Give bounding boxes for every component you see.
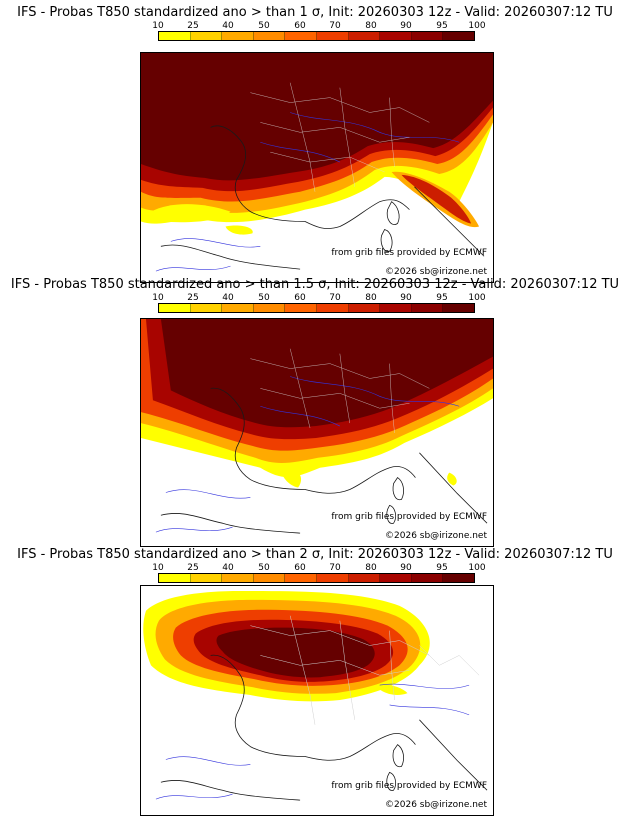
- scale-swatch: [190, 304, 223, 312]
- scale-label: 60: [294, 563, 306, 573]
- scale-swatch: [285, 574, 317, 582]
- rivers-and-borders: [155, 112, 460, 272]
- scale-label: 25: [187, 293, 199, 303]
- admin-borders: [250, 615, 480, 725]
- probability-map: from grib files provided by ECMWF ©2026 …: [140, 585, 494, 816]
- data-source-credit: from grib files provided by ECMWF: [331, 248, 487, 258]
- scale-label: 25: [187, 21, 199, 31]
- data-source-credit: from grib files provided by ECMWF: [331, 512, 487, 522]
- scale-label: 80: [365, 293, 377, 303]
- admin-borders: [250, 348, 430, 434]
- scale-label: 50: [258, 293, 270, 303]
- scale-label: 25: [187, 563, 199, 573]
- probability-field: [141, 53, 493, 235]
- scale-label: 90: [400, 21, 412, 31]
- copyright-notice: ©2026 sb@irizone.net: [385, 800, 487, 810]
- scale-swatch: [316, 304, 349, 312]
- scale-label: 70: [329, 293, 341, 303]
- scale-swatch: [222, 304, 254, 312]
- probability-map: from grib files provided by ECMWF ©2026 …: [140, 318, 494, 547]
- scale-label: 95: [436, 563, 448, 573]
- rivers-and-borders: [155, 376, 460, 533]
- copyright-notice: ©2026 sb@irizone.net: [385, 531, 487, 541]
- panel-title: IFS - Probas T850 standardized ano > tha…: [10, 277, 620, 292]
- map-panel-2-sigma: IFS - Probas T850 standardized ano > tha…: [0, 547, 630, 817]
- scale-label: 90: [400, 293, 412, 303]
- scale-swatch: [159, 32, 191, 40]
- scale-label: 40: [222, 563, 234, 573]
- scale-swatch: [190, 32, 223, 40]
- scale-swatch: [285, 304, 317, 312]
- scale-label: 50: [258, 563, 270, 573]
- scale-label: 10: [152, 563, 164, 573]
- scale-label: 70: [329, 563, 341, 573]
- scale-swatch: [443, 32, 474, 40]
- scale-swatch: [159, 574, 191, 582]
- scale-swatch: [411, 32, 444, 40]
- coastlines: [160, 654, 488, 801]
- scale-label: 60: [294, 293, 306, 303]
- scale-swatch: [411, 574, 444, 582]
- coastlines: [160, 125, 485, 270]
- probability-field: [143, 590, 430, 702]
- scale-label: 80: [365, 21, 377, 31]
- map-graphic: [141, 319, 493, 534]
- admin-borders: [250, 82, 430, 192]
- scale-label: 10: [152, 293, 164, 303]
- scale-label: 95: [436, 293, 448, 303]
- probability-scale-labels: 10 25 40 50 60 70 80 90 95 100: [150, 563, 490, 573]
- rivers-and-borders: [155, 683, 470, 800]
- scale-swatch: [348, 574, 381, 582]
- scale-swatch: [443, 574, 474, 582]
- scale-swatch: [348, 304, 381, 312]
- scale-swatch: [222, 32, 254, 40]
- scale-swatch: [159, 304, 191, 312]
- scale-swatch: [316, 32, 349, 40]
- scale-label: 50: [258, 21, 270, 31]
- scale-swatch: [253, 574, 286, 582]
- scale-label: 90: [400, 563, 412, 573]
- probability-color-scale: [158, 573, 475, 583]
- scale-label: 100: [468, 293, 486, 303]
- probability-field: [141, 319, 493, 488]
- data-source-credit: from grib files provided by ECMWF: [331, 781, 487, 791]
- scale-swatch: [348, 32, 381, 40]
- map-graphic: [141, 53, 493, 272]
- scale-label: 70: [329, 21, 341, 31]
- scale-swatch: [380, 304, 412, 312]
- scale-label: 80: [365, 563, 377, 573]
- coastlines: [160, 387, 488, 534]
- scale-swatch: [285, 32, 317, 40]
- scale-swatch: [411, 304, 444, 312]
- scale-swatch: [253, 32, 286, 40]
- scale-label: 60: [294, 21, 306, 31]
- scale-label: 95: [436, 21, 448, 31]
- scale-swatch: [443, 304, 474, 312]
- map-panel-1-sigma: IFS - Probas T850 standardized ano > tha…: [0, 5, 630, 283]
- panel-title: IFS - Probas T850 standardized ano > tha…: [17, 5, 613, 20]
- map-panel-1-5-sigma: IFS - Probas T850 standardized ano > tha…: [0, 277, 630, 547]
- probability-color-scale: [158, 303, 475, 313]
- scale-label: 100: [468, 563, 486, 573]
- copyright-notice: ©2026 sb@irizone.net: [385, 267, 487, 277]
- scale-swatch: [222, 574, 254, 582]
- probability-scale-labels: 10 25 40 50 60 70 80 90 95 100: [150, 21, 490, 31]
- map-graphic: [143, 590, 488, 801]
- scale-swatch: [190, 574, 223, 582]
- scale-label: 40: [222, 293, 234, 303]
- scale-swatch: [316, 574, 349, 582]
- panel-title: IFS - Probas T850 standardized ano > tha…: [17, 547, 613, 562]
- scale-label: 40: [222, 21, 234, 31]
- scale-label: 100: [468, 21, 486, 31]
- scale-swatch: [380, 32, 412, 40]
- probability-color-scale: [158, 31, 475, 41]
- probability-map: from grib files provided by ECMWF ©2026 …: [140, 52, 494, 283]
- probability-scale-labels: 10 25 40 50 60 70 80 90 95 100: [150, 293, 490, 303]
- scale-swatch: [253, 304, 286, 312]
- scale-swatch: [380, 574, 412, 582]
- scale-label: 10: [152, 21, 164, 31]
